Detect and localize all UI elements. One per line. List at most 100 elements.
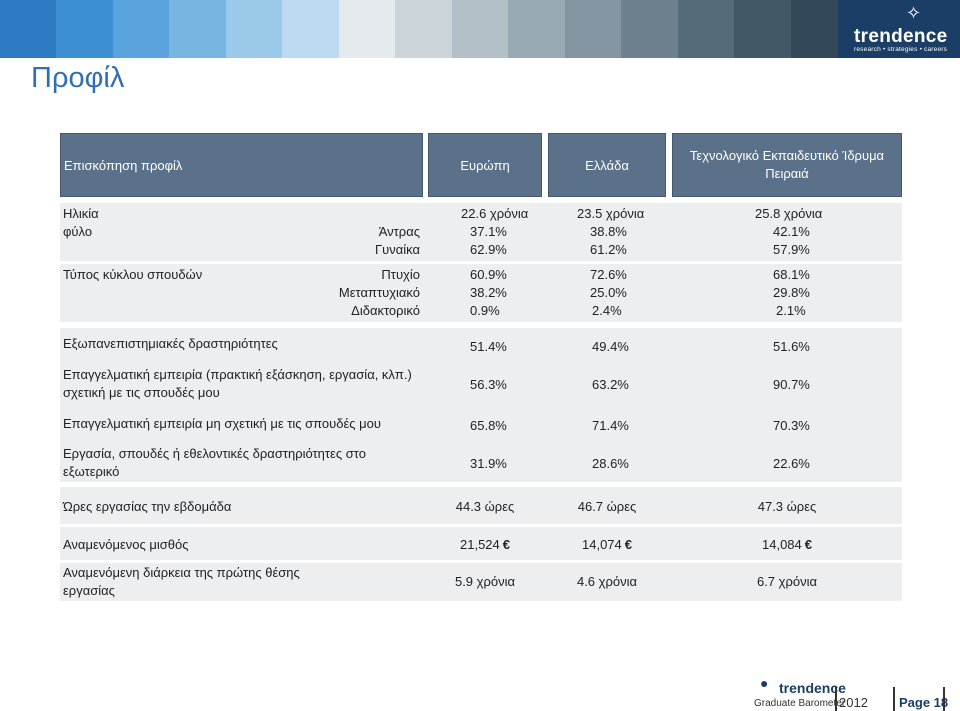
row-label-age: Ηλικία bbox=[63, 206, 99, 221]
value-bachelor-institution: 68.1% bbox=[773, 267, 810, 282]
header-label-institution: Τεχνολογικό Εκπαιδευτικό Ίδρυμα Πειραιά bbox=[689, 148, 885, 181]
row-label-unrelated-experience: Επαγγελματική εμπειρία μη σχετική με τις… bbox=[63, 416, 382, 431]
value-age-institution: 25.8 χρόνια bbox=[755, 206, 823, 221]
footer-year: 2012 bbox=[839, 695, 868, 710]
header-color-segment bbox=[621, 0, 678, 58]
value-unrelated-experience-institution: 70.3% bbox=[773, 418, 810, 433]
page-number: Page 18 bbox=[899, 695, 949, 710]
value-age-europe: 22.6 χρόνια bbox=[461, 206, 529, 221]
value-doctorate-greece: 2.4% bbox=[592, 303, 622, 318]
row-label-extracurricular: Εξωπανεπιστημιακές δραστηριότητες bbox=[63, 336, 278, 351]
sub-label-bachelor: Πτυχίο bbox=[381, 267, 420, 282]
value-master-institution: 29.8% bbox=[773, 285, 810, 300]
block-salary bbox=[60, 527, 902, 560]
footer-subtitle: Graduate Barometer bbox=[754, 698, 846, 709]
salary-greece-amount: 14,074 bbox=[582, 537, 622, 552]
block-activities bbox=[60, 328, 902, 482]
header-color-segment bbox=[112, 0, 170, 58]
value-extracurricular-institution: 51.6% bbox=[773, 339, 810, 354]
header-color-segment bbox=[451, 0, 509, 58]
header-color-bar bbox=[0, 0, 960, 58]
footer-divider bbox=[893, 687, 895, 711]
header-cell-greece: Ελλάδα bbox=[548, 133, 666, 197]
euro-symbol: € bbox=[502, 537, 510, 552]
header-label-greece: Ελλάδα bbox=[585, 157, 629, 173]
header-color-segment bbox=[225, 0, 283, 58]
value-hours-europe: 44.3 ώρες bbox=[455, 499, 515, 514]
row-label-gender: φύλο bbox=[63, 224, 93, 239]
value-age-greece: 23.5 χρόνια bbox=[577, 206, 645, 221]
value-unrelated-experience-europe: 65.8% bbox=[470, 418, 507, 433]
value-bachelor-greece: 72.6% bbox=[590, 267, 627, 282]
value-extracurricular-europe: 51.4% bbox=[470, 339, 507, 354]
header-cell-europe: Ευρώπη bbox=[428, 133, 542, 197]
euro-symbol: € bbox=[624, 537, 632, 552]
header-color-segment bbox=[338, 0, 396, 58]
row-label-duration: Αναμενόμενη διάρκεια της πρώτης θέσης ερ… bbox=[63, 565, 300, 598]
header-color-segment bbox=[169, 0, 226, 58]
logo-word: trendence bbox=[854, 26, 948, 47]
value-salary-europe: 21,524 € bbox=[428, 537, 542, 552]
value-abroad-institution: 22.6% bbox=[773, 456, 810, 471]
salary-europe-amount: 21,524 bbox=[460, 537, 500, 552]
value-hours-greece: 46.7 ώρες bbox=[577, 499, 637, 514]
header-label-europe: Ευρώπη bbox=[460, 157, 510, 173]
logo-tagline: research • strategies • careers bbox=[854, 46, 948, 53]
row-label-hours: Ώρες εργασίας την εβδομάδα bbox=[63, 499, 232, 514]
value-salary-institution: 14,084 € bbox=[672, 537, 902, 552]
header-color-segment bbox=[677, 0, 735, 58]
globe-icon: ● bbox=[760, 675, 769, 691]
header-color-segment bbox=[734, 0, 791, 58]
trendence-logo: ✧ trendence research • strategies • care… bbox=[838, 0, 960, 58]
sub-label-female: Γυναίκα bbox=[374, 242, 420, 257]
value-male-greece: 38.8% bbox=[590, 224, 627, 239]
value-abroad-greece: 28.6% bbox=[592, 456, 629, 471]
header-color-segment bbox=[395, 0, 452, 58]
value-female-europe: 62.9% bbox=[470, 242, 507, 257]
compass-star-icon: ✧ bbox=[906, 3, 922, 23]
value-male-institution: 42.1% bbox=[773, 224, 810, 239]
value-master-greece: 25.0% bbox=[590, 285, 627, 300]
header-color-segment bbox=[56, 0, 113, 58]
block-age-gender bbox=[60, 203, 902, 261]
row-label-salary: Αναμενόμενος μισθός bbox=[63, 537, 189, 552]
header-color-segment bbox=[0, 0, 57, 58]
value-doctorate-institution: 2.1% bbox=[776, 303, 806, 318]
value-duration-greece: 4.6 χρόνια bbox=[576, 574, 638, 589]
value-related-experience-institution: 90.7% bbox=[773, 377, 810, 392]
row-label-related-experience: Επαγγελματική εμπειρία (πρακτική εξάσκησ… bbox=[63, 367, 412, 400]
header-color-segment bbox=[564, 0, 622, 58]
header-color-segment bbox=[790, 0, 848, 58]
block-hours bbox=[60, 487, 902, 524]
value-female-greece: 61.2% bbox=[590, 242, 627, 257]
value-abroad-europe: 31.9% bbox=[470, 456, 507, 471]
footer-divider bbox=[835, 687, 837, 711]
header-color-segment bbox=[282, 0, 339, 58]
value-extracurricular-greece: 49.4% bbox=[592, 339, 629, 354]
value-doctorate-europe: 0.9% bbox=[470, 303, 500, 318]
header-color-segment bbox=[508, 0, 565, 58]
block-duration bbox=[60, 563, 902, 601]
value-related-experience-europe: 56.3% bbox=[470, 377, 507, 392]
row-label-abroad: Εργασία, σπουδές ή εθελοντικές δραστηριό… bbox=[63, 446, 366, 479]
value-related-experience-greece: 63.2% bbox=[592, 377, 629, 392]
row-label-degree: Τύπος κύκλου σπουδών bbox=[63, 267, 203, 282]
header-cell-institution: Τεχνολογικό Εκπαιδευτικό Ίδρυμα Πειραιά bbox=[672, 133, 902, 197]
footer-divider bbox=[943, 687, 945, 711]
value-female-institution: 57.9% bbox=[773, 242, 810, 257]
header-label-overview: Επισκόπηση προφίλ bbox=[64, 157, 183, 173]
value-master-europe: 38.2% bbox=[470, 285, 507, 300]
value-hours-institution: 47.3 ώρες bbox=[757, 499, 817, 514]
salary-institution-amount: 14,084 bbox=[762, 537, 802, 552]
sub-label-master: Μεταπτυχιακό bbox=[338, 285, 420, 300]
value-unrelated-experience-greece: 71.4% bbox=[592, 418, 629, 433]
page-title: Προφίλ bbox=[31, 62, 125, 94]
value-male-europe: 37.1% bbox=[470, 224, 507, 239]
value-duration-institution: 6.7 χρόνια bbox=[756, 574, 818, 589]
value-bachelor-europe: 60.9% bbox=[470, 267, 507, 282]
header-cell-overview: Επισκόπηση προφίλ bbox=[60, 133, 423, 197]
block-degree bbox=[60, 264, 902, 322]
value-salary-greece: 14,074 € bbox=[548, 537, 666, 552]
value-duration-europe: 5.9 χρόνια bbox=[454, 574, 516, 589]
euro-symbol: € bbox=[804, 537, 812, 552]
